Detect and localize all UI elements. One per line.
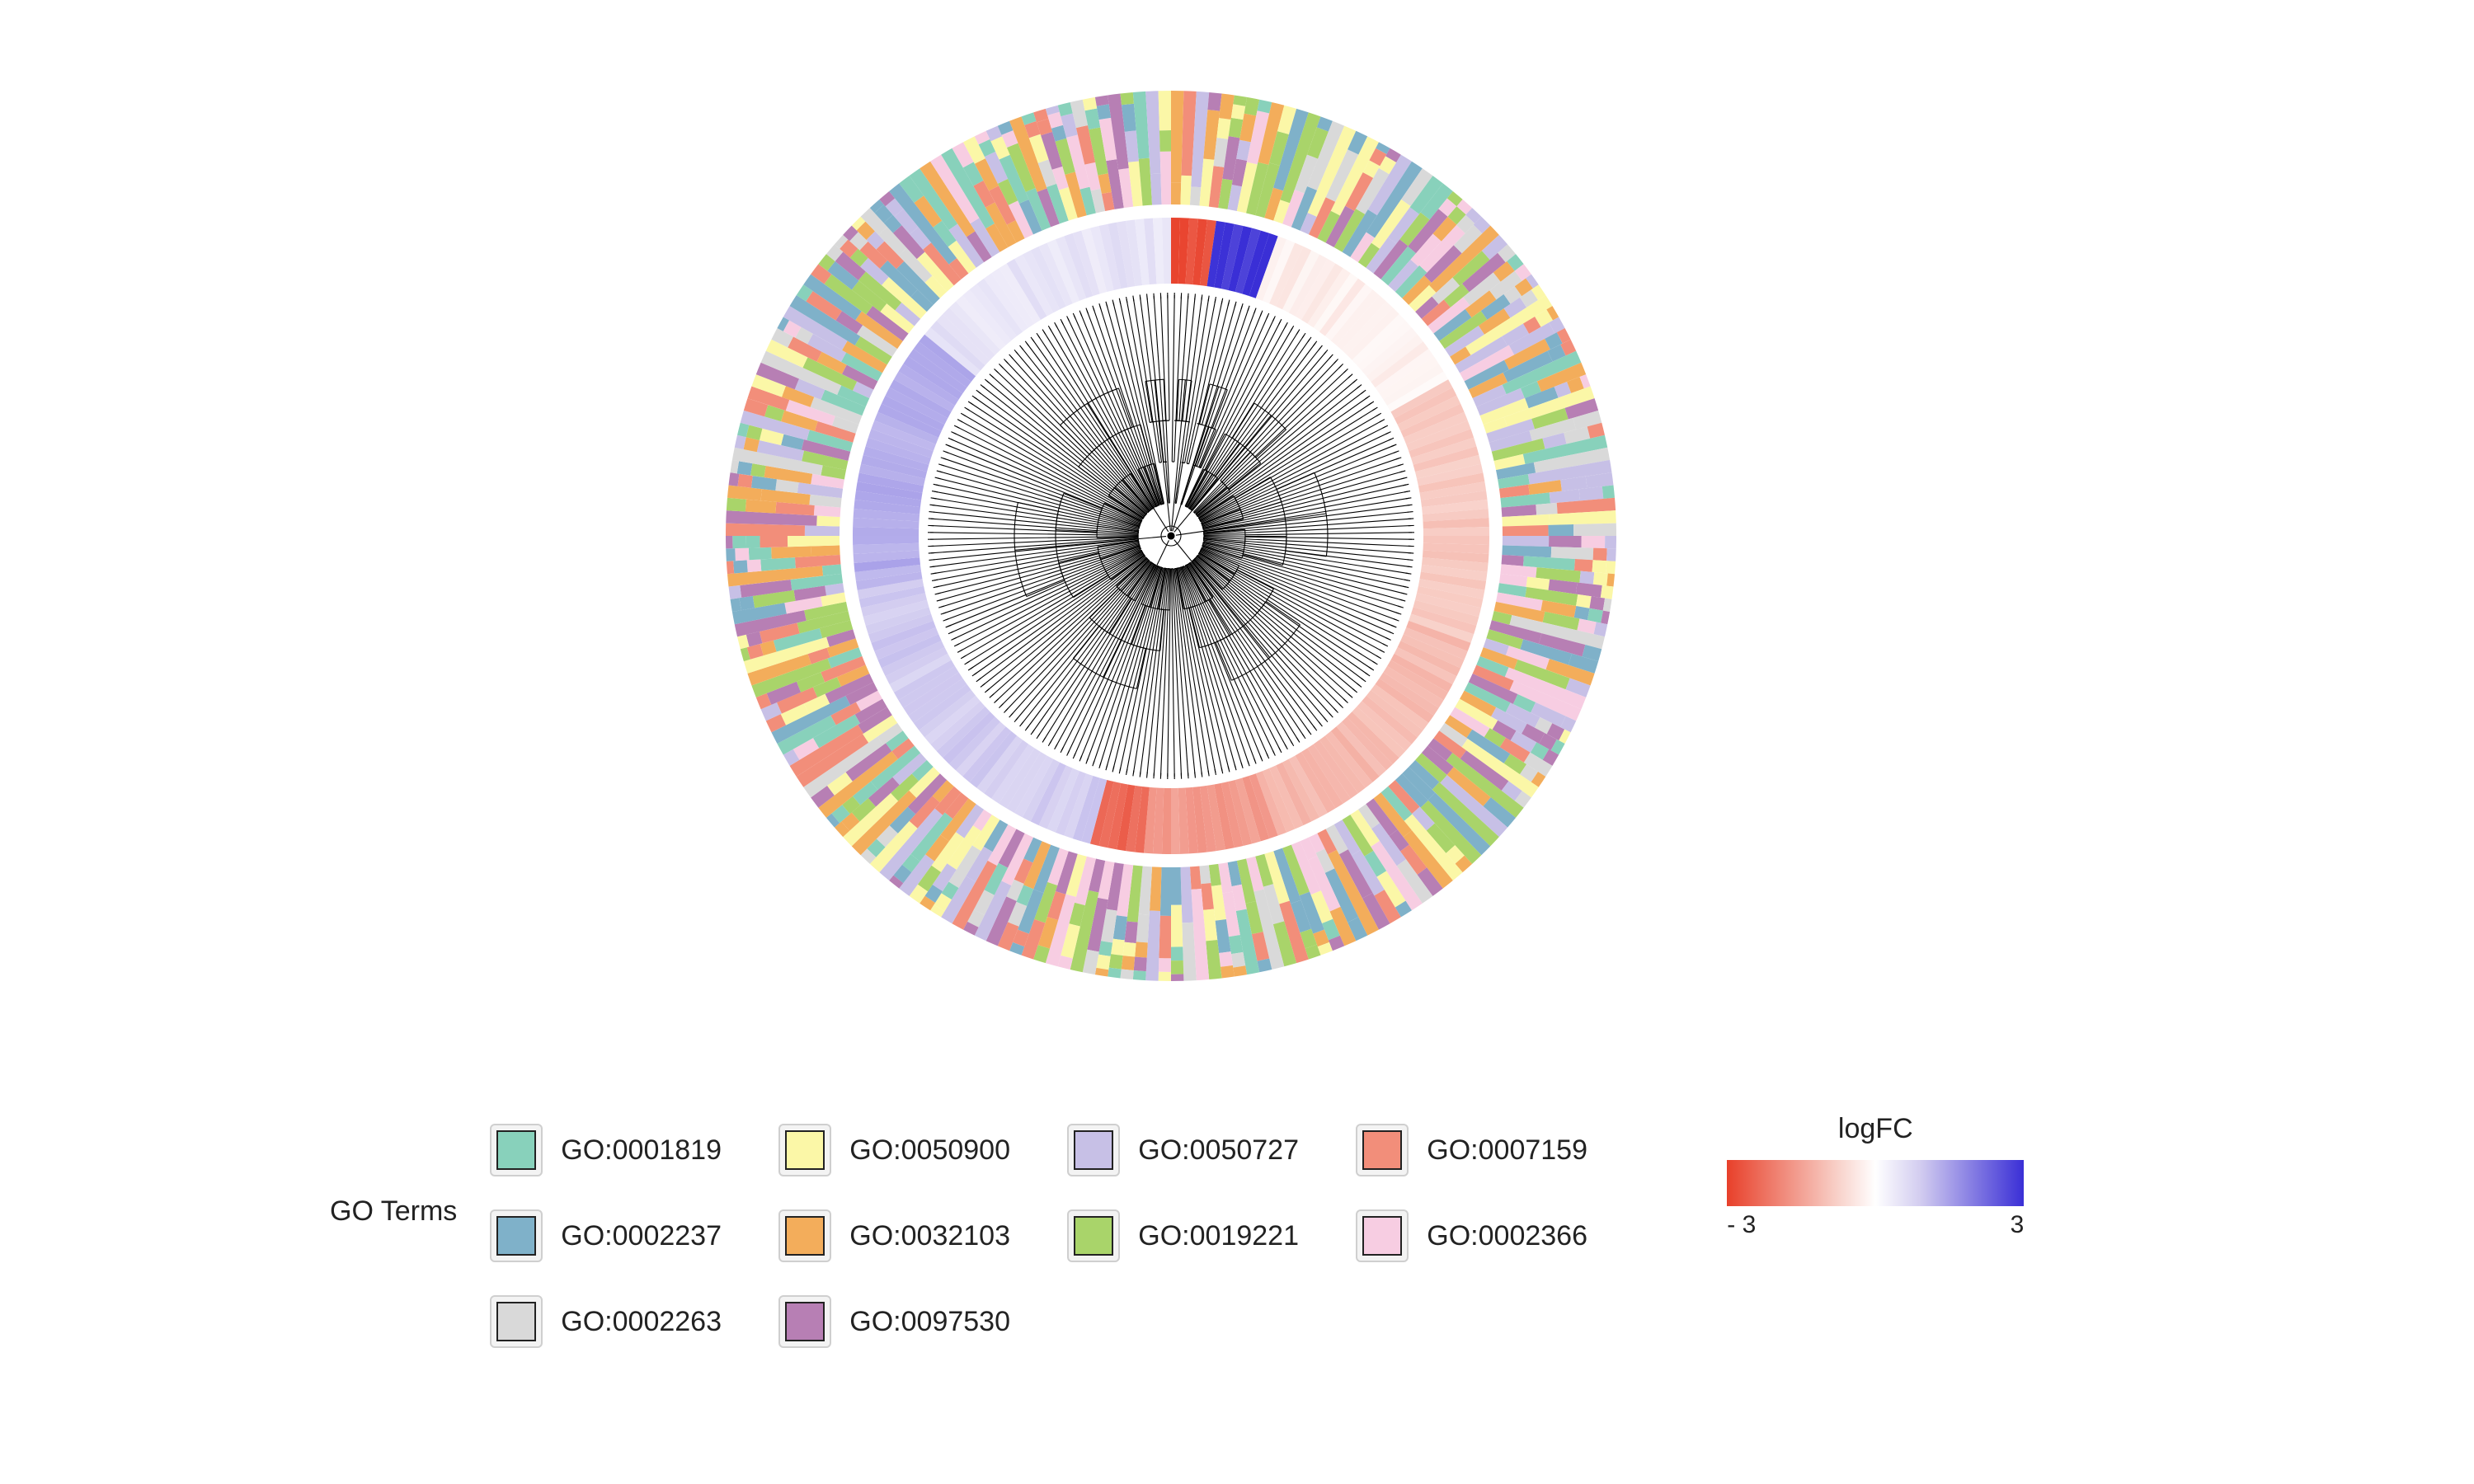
go-term-item: GO:0050727 [1067,1113,1348,1187]
go-term-label: GO:0001819 [561,1134,722,1167]
go-swatch [785,1302,825,1341]
go-swatch [1074,1130,1113,1170]
go-swatch [496,1302,536,1341]
go-swatch-frame [1067,1124,1120,1176]
go-term-item: GO:0050900 [778,1113,1059,1187]
logfc-legend: logFC - 3 3 [1702,1113,2048,1239]
go-swatch-frame [778,1295,831,1348]
go-swatch-frame [778,1209,831,1262]
go-swatch-frame [490,1209,543,1262]
go-swatch [496,1216,536,1256]
go-term-item: GO:0001819 [490,1113,770,1187]
go-swatch-frame [778,1124,831,1176]
go-swatch-frame [490,1295,543,1348]
go-term-item: GO:0002366 [1356,1199,1636,1273]
go-term-label: GO:0019221 [1138,1220,1299,1252]
go-term-label: GO:0097530 [849,1306,1010,1338]
go-term-item: GO:0032103 [778,1199,1059,1273]
go-term-label: GO:0002237 [561,1220,722,1252]
go-terms-grid: GO:0001819 GO:0050900 GO:0050727 GO:0007159… [490,1113,1636,1359]
go-term-item: GO:0007159 [1356,1113,1636,1187]
logfc-gradient-bar [1727,1160,2024,1206]
go-swatch [496,1130,536,1170]
go-swatch-frame [1356,1124,1409,1176]
go-term-item: GO:0019221 [1067,1199,1348,1273]
go-term-label: GO:0050727 [1138,1134,1299,1167]
go-swatch-frame [1356,1209,1409,1262]
go-term-label: GO:0002366 [1427,1220,1587,1252]
go-swatch [1074,1216,1113,1256]
go-swatch-frame [490,1124,543,1176]
go-term-label: GO:0002263 [561,1306,722,1338]
go-swatch [785,1130,825,1170]
go-terms-title: GO Terms [330,1195,457,1228]
logfc-max-label: 3 [2011,1211,2025,1239]
go-term-item: GO:0002263 [490,1284,770,1359]
go-swatch [785,1216,825,1256]
go-swatch [1362,1130,1402,1170]
logfc-title: logFC [1702,1113,2048,1145]
go-swatch-frame [1067,1209,1120,1262]
go-term-label: GO:0050900 [849,1134,1010,1167]
go-swatch [1362,1216,1402,1256]
go-term-label: GO:0032103 [849,1220,1010,1252]
legend-container: GO Terms GO:0001819GO:0050900GO:0050727G… [330,1113,2062,1359]
go-term-item: GO:0097530 [778,1284,1059,1359]
go-term-label: GO:0007159 [1427,1134,1587,1167]
go-term-item: GO:0002237 [490,1199,770,1273]
logfc-min-label: - 3 [1727,1211,1756,1239]
logfc-scale: - 3 3 [1727,1211,2024,1239]
